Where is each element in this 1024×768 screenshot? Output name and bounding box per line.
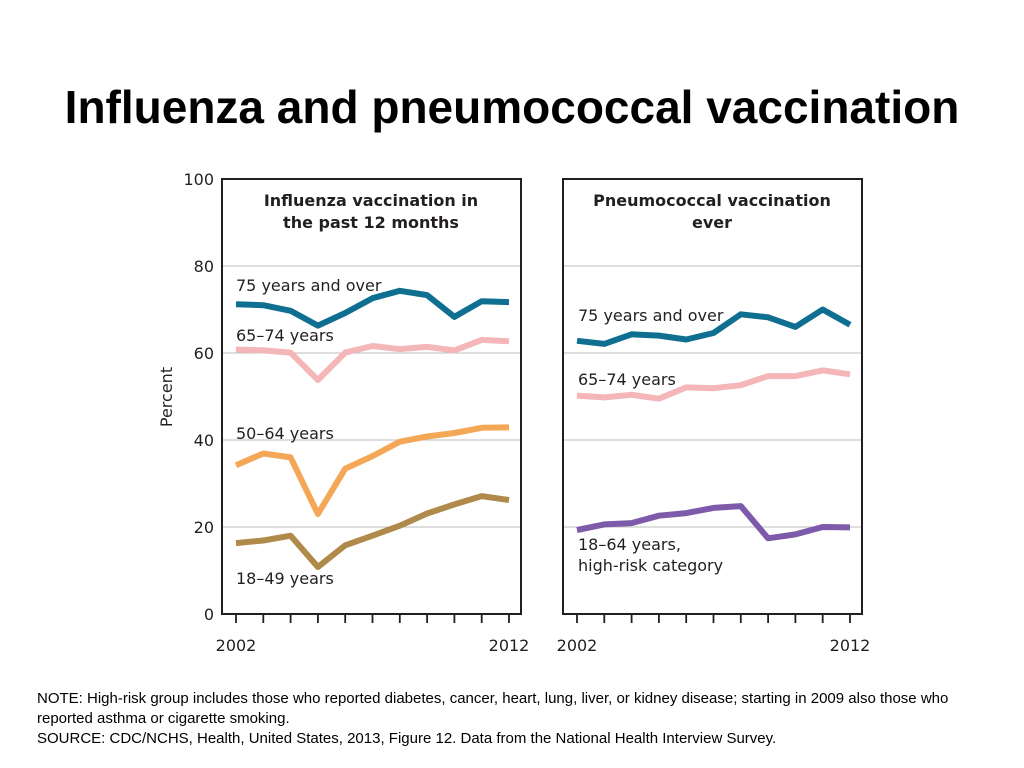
plot-frame — [221, 178, 522, 615]
series-label: 75 years and over — [578, 306, 724, 325]
series-label: 18–64 years, — [578, 535, 681, 554]
y-tick-label: 40 — [194, 431, 214, 450]
series-label: 18–49 years — [236, 569, 334, 588]
y-tick-label: 60 — [194, 344, 214, 363]
series-label: 65–74 years — [236, 326, 334, 345]
series-label: high-risk category — [578, 556, 723, 575]
y-tick-label: 80 — [194, 257, 214, 276]
note-block: NOTE: High-risk group includes those who… — [37, 689, 997, 749]
y-tick-label: 20 — [194, 518, 214, 537]
series-label: 50–64 years — [236, 424, 334, 443]
series-line — [576, 306, 852, 347]
vaccination-charts: 2002 2012 0 20 40 60 80 100 Percent Influenza vac… — [157, 170, 871, 655]
series-line — [576, 367, 851, 402]
page-title: Influenza and pneumococcal vaccination — [64, 81, 960, 133]
plot-frame — [562, 178, 863, 615]
series-line — [235, 336, 510, 383]
panel-title: Influenza vaccination in — [264, 191, 478, 210]
series-label: 65–74 years — [578, 370, 676, 389]
y-tick-label: 100 — [183, 170, 214, 189]
x-tick-label: 2002 — [216, 636, 257, 655]
panel-title: Pneumococcal vaccination — [593, 191, 831, 210]
panel-title: the past 12 months — [283, 213, 459, 232]
series-line — [235, 493, 510, 570]
panel-title: ever — [692, 213, 732, 232]
series-line — [234, 424, 510, 517]
source-text: SOURCE: CDC/NCHS, Health, United States,… — [37, 730, 777, 747]
note-text: NOTE: High-risk group includes those who… — [37, 690, 949, 727]
x-tick-label: 2012 — [489, 636, 530, 655]
x-tick-label: 2002 — [557, 636, 598, 655]
y-axis-label: Percent — [157, 367, 176, 427]
y-tick-label: 0 — [204, 605, 214, 624]
series-line — [576, 503, 851, 542]
x-tick-label: 2012 — [830, 636, 871, 655]
series-line — [235, 287, 510, 329]
series-label: 75 years and over — [236, 276, 382, 295]
